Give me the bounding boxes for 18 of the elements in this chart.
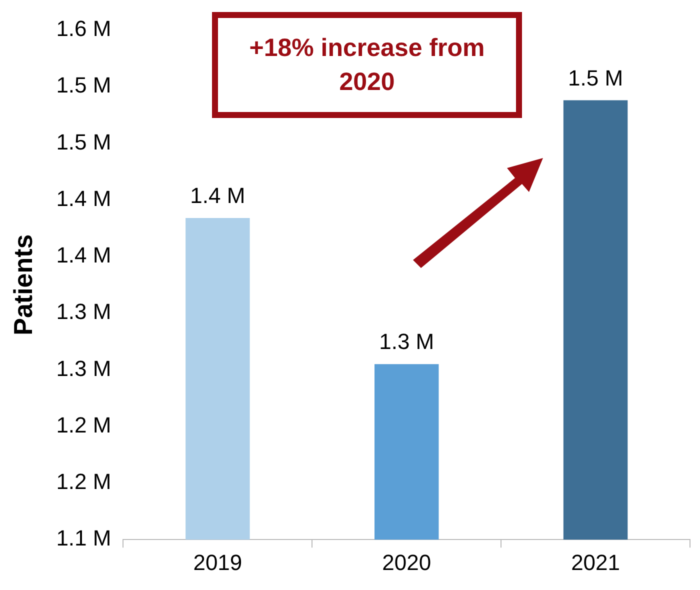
y-tick-label: 1.4 M	[56, 186, 112, 211]
y-tick-label: 1.5 M	[56, 72, 112, 98]
y-tick-label: 1.1 M	[56, 526, 112, 551]
data-label: 1.4 M	[190, 183, 246, 208]
y-tick-label: 1.6 M	[56, 16, 112, 42]
y-tick-label: 1.2 M	[56, 469, 112, 494]
x-tick-label: 2019	[193, 550, 242, 575]
y-tick-label: 1.4 M	[56, 242, 112, 268]
annotation: +18% increase from 2020	[212, 12, 522, 118]
x-tick-label: 2021	[571, 550, 620, 575]
y-tick-label: 1.3 M	[56, 356, 112, 381]
data-label: 1.3 M	[379, 329, 434, 354]
y-axis-title: Patients	[8, 234, 38, 336]
data-label: 1.5 M	[568, 65, 624, 90]
y-tick-label: 1.2 M	[56, 412, 112, 438]
x-tick-label: 2020	[382, 550, 432, 575]
y-tick-label: 1.5 M	[56, 129, 112, 154]
y-tick-label: 1.3 M	[56, 299, 112, 324]
